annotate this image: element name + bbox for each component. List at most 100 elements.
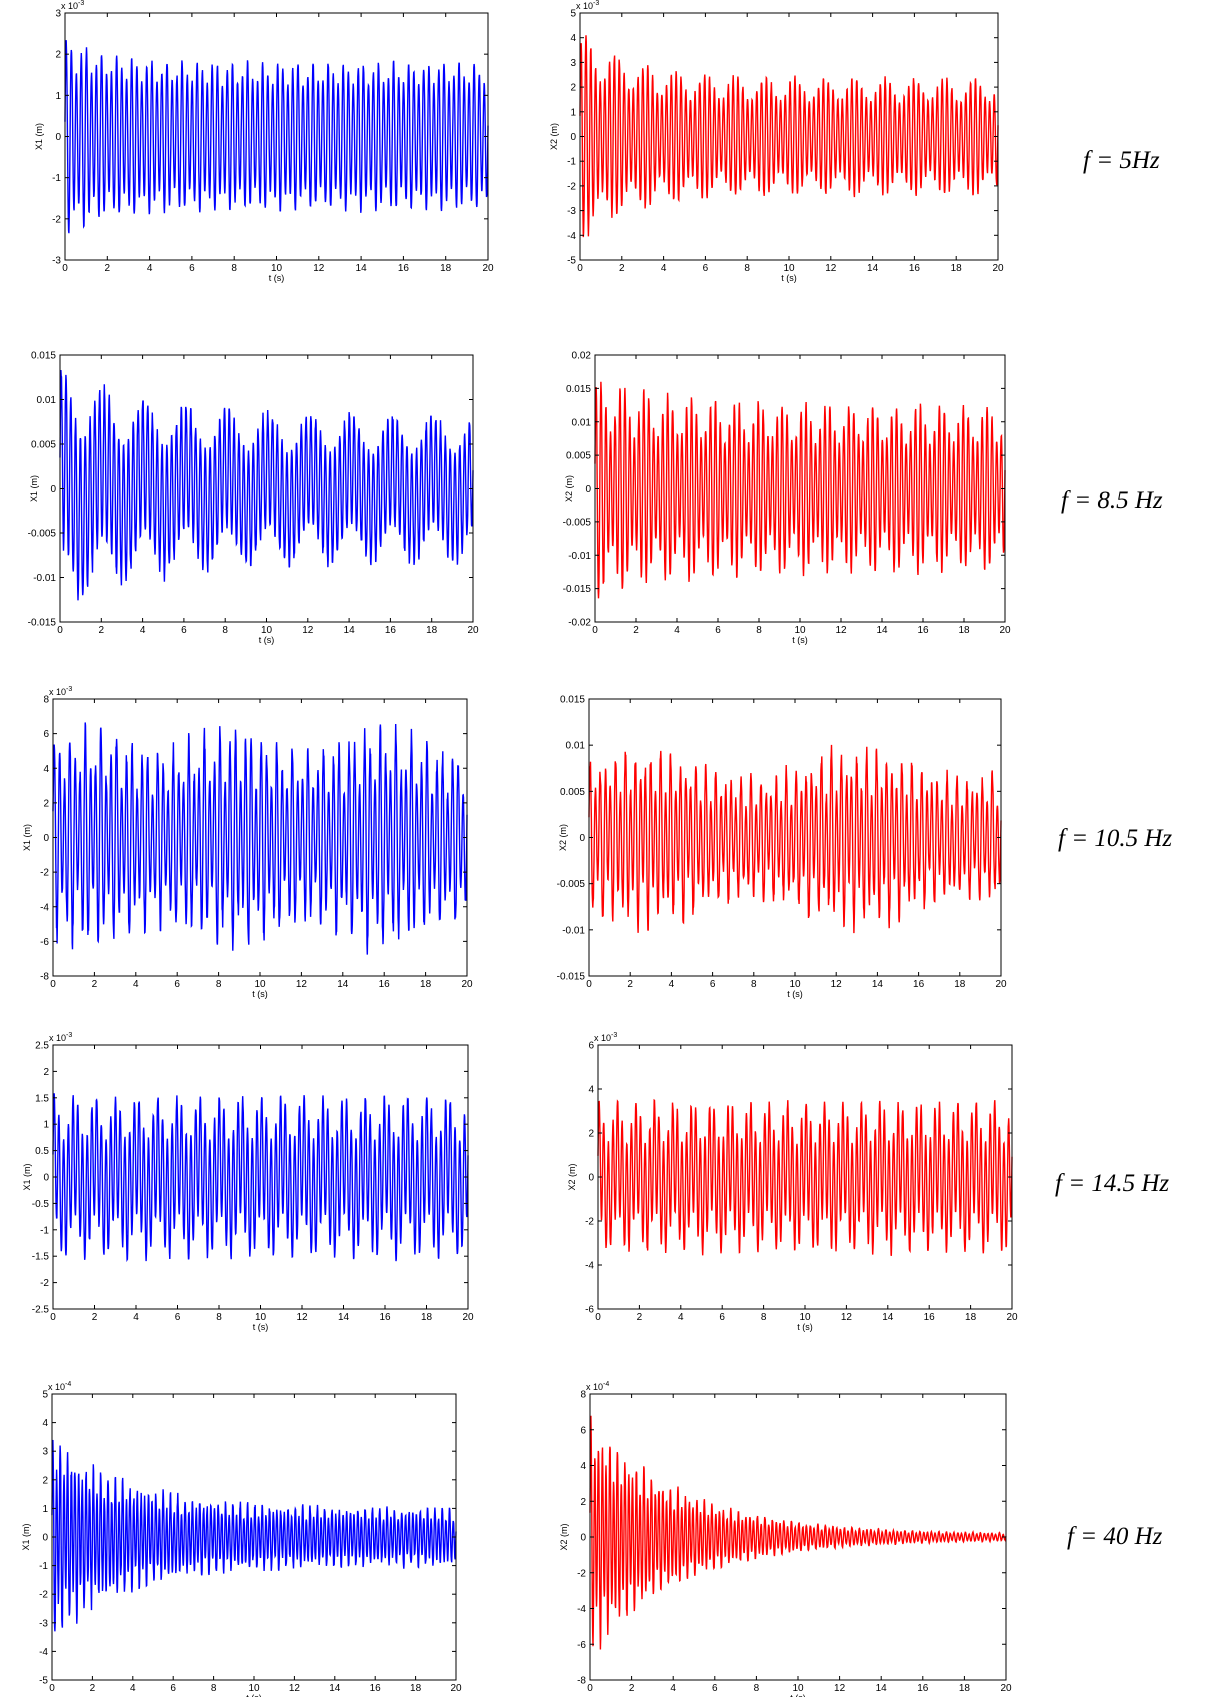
x-tick-label: 16 <box>909 263 921 274</box>
y-axis-label: X1 (m) <box>22 824 32 851</box>
x-tick-label: 0 <box>577 263 583 274</box>
x-tick-label: 12 <box>296 979 308 990</box>
y-tick-label: -0.005 <box>28 529 57 540</box>
x-tick-label: 10 <box>248 1683 260 1694</box>
x-tick-label: 18 <box>440 263 452 274</box>
x-tick-label: 16 <box>379 1312 391 1323</box>
x-tick-label: 0 <box>50 1312 56 1323</box>
y-axis-label: X1 (m) <box>22 1163 32 1190</box>
y-tick-label: 0.005 <box>560 787 585 798</box>
x-tick-label: 2 <box>637 1312 643 1323</box>
x-tick-label: 12 <box>296 1312 308 1323</box>
y-tick-label: 0 <box>55 132 61 143</box>
x-tick-label: 0 <box>50 979 56 990</box>
y-tick-label: -4 <box>585 1261 594 1272</box>
x-tick-label: 12 <box>835 625 847 636</box>
x-tick-label: 10 <box>254 979 266 990</box>
x-tick-label: 4 <box>133 1312 139 1323</box>
x-tick-label: 4 <box>130 1683 136 1694</box>
signal-trace-x1 <box>52 1093 469 1263</box>
x-tick-label: 14 <box>338 1312 350 1323</box>
frequency-label: f = 14.5 Hz <box>1055 1170 1170 1197</box>
y-tick-label: -2 <box>40 1278 49 1289</box>
x-tick-label: 8 <box>754 1683 760 1694</box>
x-tick-label: 20 <box>999 625 1011 636</box>
y-tick-label: -3 <box>39 1618 48 1629</box>
x-tick-label: 8 <box>231 263 237 274</box>
y-tick-label: 0.015 <box>566 384 591 395</box>
x-tick-label: 20 <box>450 1683 462 1694</box>
y-exponent-label: x 10-4 <box>48 1381 71 1392</box>
x-tick-label: 18 <box>958 625 970 636</box>
x-tick-label: 0 <box>587 1683 593 1694</box>
y-tick-label: -1 <box>52 173 61 184</box>
x-axis-label: t (s) <box>792 635 808 645</box>
x-tick-label: 20 <box>1006 1312 1018 1323</box>
x-tick-label: 16 <box>385 625 397 636</box>
y-tick-label: -0.01 <box>562 925 585 936</box>
x-tick-label: 18 <box>954 979 966 990</box>
x-tick-label: 16 <box>398 263 410 274</box>
x-tick-label: 8 <box>744 263 750 274</box>
y-tick-label: 4 <box>570 33 576 44</box>
y-tick-label: 1 <box>570 107 576 118</box>
frequency-label: f = 10.5 Hz <box>1058 825 1173 852</box>
y-axis-label: X2 (m) <box>559 1523 569 1550</box>
x-tick-label: 2 <box>105 263 111 274</box>
y-axis-label: X2 (m) <box>567 1163 577 1190</box>
y-tick-label: 6 <box>588 1041 594 1052</box>
x-tick-label: 0 <box>586 979 592 990</box>
y-tick-label: 3 <box>570 58 576 69</box>
frequency-label: f = 8.5 Hz <box>1061 487 1163 514</box>
y-axis-label: X1 (m) <box>21 1523 31 1550</box>
y-tick-label: 0 <box>585 484 591 495</box>
y-tick-label: 0.5 <box>35 1146 49 1157</box>
x-tick-label: 12 <box>302 625 314 636</box>
y-tick-label: 1 <box>55 91 61 102</box>
x-tick-label: 18 <box>965 1312 977 1323</box>
x-tick-label: 2 <box>627 979 633 990</box>
x-tick-label: 18 <box>421 1312 433 1323</box>
y-tick-label: 4 <box>43 764 49 775</box>
x-tick-label: 6 <box>189 263 195 274</box>
y-tick-label: 0 <box>588 1173 594 1184</box>
x-tick-label: 0 <box>595 1312 601 1323</box>
y-tick-label: -1 <box>567 157 576 168</box>
x-tick-label: 14 <box>882 1312 894 1323</box>
y-tick-label: 2 <box>588 1129 594 1140</box>
signal-trace-x1 <box>51 1439 457 1632</box>
y-tick-label: -4 <box>40 902 49 913</box>
y-axis-label: X2 (m) <box>549 123 559 150</box>
signal-trace-x1 <box>59 369 474 601</box>
x-tick-label: 6 <box>712 1683 718 1694</box>
y-tick-label: 0.005 <box>31 440 56 451</box>
y-tick-label: 5 <box>42 1390 48 1401</box>
x-tick-label: 2 <box>619 263 625 274</box>
x-tick-label: 10 <box>271 263 283 274</box>
y-tick-label: 0 <box>42 1533 48 1544</box>
x-tick-label: 12 <box>313 263 325 274</box>
y-tick-label: -4 <box>567 231 576 242</box>
x-tick-label: 8 <box>211 1683 217 1694</box>
y-tick-label: -6 <box>577 1640 586 1651</box>
x-tick-label: 6 <box>175 1312 181 1323</box>
x-tick-label: 18 <box>410 1683 422 1694</box>
x-tick-label: 10 <box>261 625 273 636</box>
y-tick-label: -0.015 <box>557 972 586 983</box>
x-tick-label: 8 <box>756 625 762 636</box>
x-tick-label: 18 <box>420 979 432 990</box>
x-tick-label: 10 <box>792 1683 804 1694</box>
x-tick-label: 8 <box>222 625 228 636</box>
y-tick-label: -4 <box>39 1647 48 1658</box>
y-exponent-label: x 10-3 <box>594 1032 617 1043</box>
x-tick-label: 14 <box>356 263 368 274</box>
x-tick-label: 20 <box>1000 1683 1012 1694</box>
y-tick-label: 0.01 <box>572 417 592 428</box>
x-tick-label: 2 <box>99 625 105 636</box>
x-tick-label: 8 <box>751 979 757 990</box>
x-tick-label: 4 <box>670 1683 676 1694</box>
y-tick-label: 6 <box>43 729 49 740</box>
